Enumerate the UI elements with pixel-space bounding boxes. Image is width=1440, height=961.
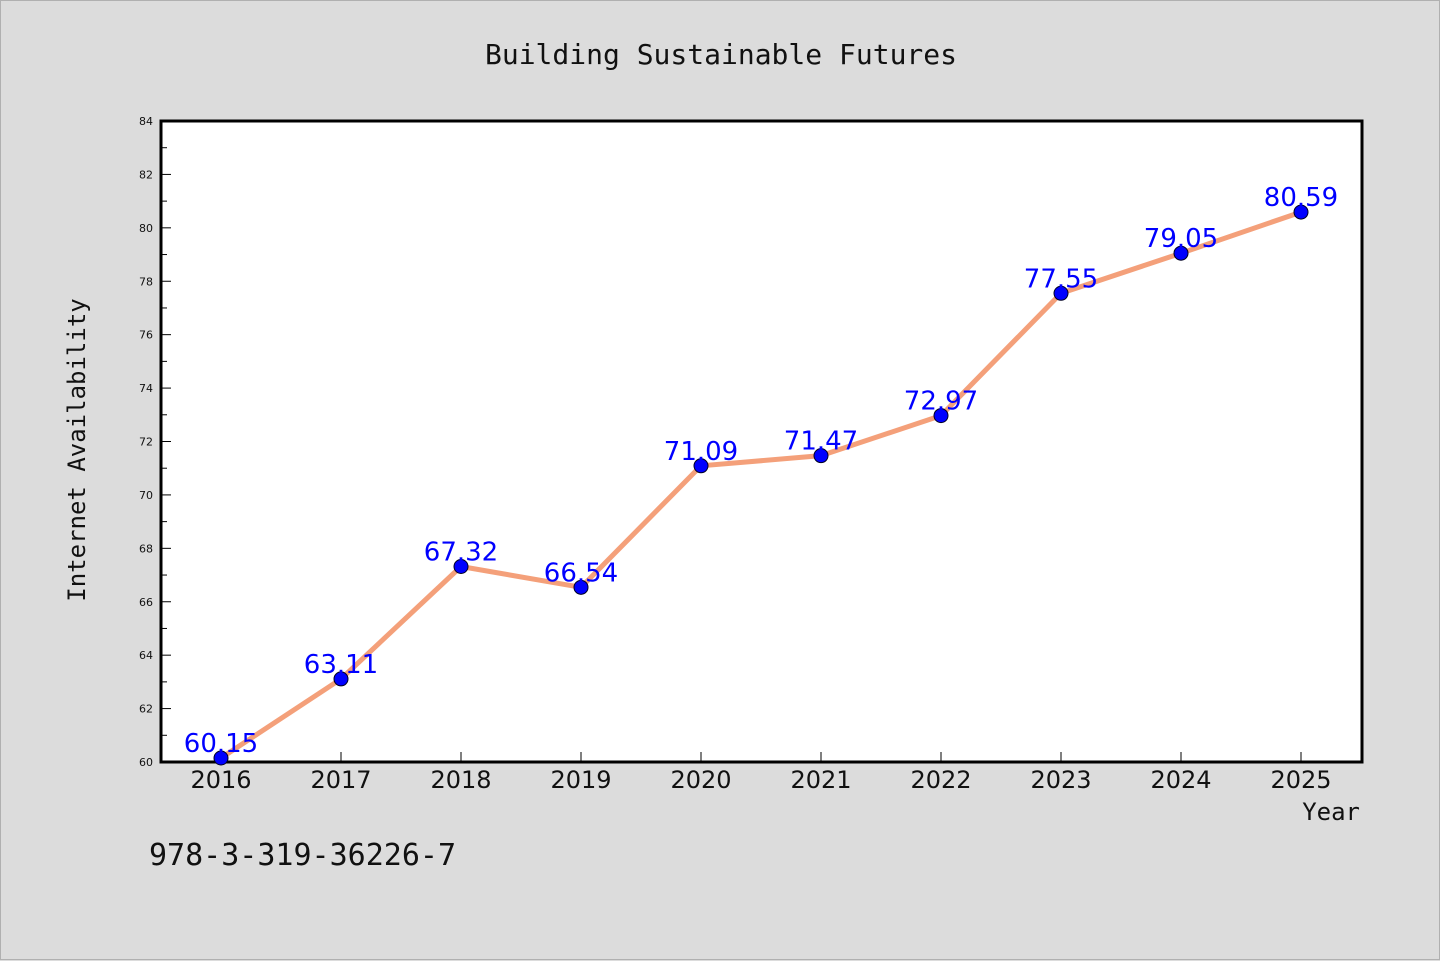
data-point [933,408,949,424]
y-axis-label: Internet Availability [63,298,91,601]
data-point [453,558,469,574]
x-tick-label: 2025 [1270,766,1331,794]
data-point [1053,285,1069,301]
data-label: 72.97 [904,387,978,417]
x-tick-label: 2024 [1150,766,1211,794]
data-label: 66.54 [544,558,618,588]
data-point [573,579,589,595]
x-tick-label: 2023 [1030,766,1091,794]
y-tick-label: 64 [139,649,153,662]
isbn-text: 978-3-319-36226-7 [149,838,456,873]
y-tick-label: 74 [139,382,153,395]
y-tick-label: 70 [139,489,153,502]
y-tick-label: 78 [139,275,153,288]
x-tick-label: 2021 [790,766,851,794]
data-label: 63.11 [304,650,378,680]
y-axis: 60 62 64 66 68 70 72 74 76 78 80 82 84 [139,115,171,769]
y-tick-label: 76 [139,329,153,342]
y-tick-label: 72 [139,436,153,449]
data-point [693,458,709,474]
data-label: 79.05 [1144,224,1218,254]
series-line [218,209,1304,761]
data-labels: 60.15 63.11 67.32 66.54 71.09 71.47 72.97 77.55… [184,183,1338,759]
data-label: 80.59 [1264,183,1338,213]
x-tick-label: 2020 [670,766,731,794]
data-label: 71.09 [664,437,738,467]
y-tick-label: 80 [139,222,153,235]
data-point [1173,245,1189,261]
x-axis-label: Year [1302,798,1360,826]
data-point [1293,204,1309,220]
x-tick-label: 2016 [190,766,251,794]
y-tick-label: 68 [139,542,153,555]
data-point [813,448,829,464]
data-point [333,671,349,687]
data-point [213,750,229,766]
x-axis: 2016 2017 2018 2019 2020 2021 2022 2023 2024 2025 [190,752,1332,794]
data-label: 77.55 [1024,264,1098,294]
y-tick-label: 62 [139,703,153,716]
y-tick-label: 66 [139,596,153,609]
x-tick-label: 2017 [310,766,371,794]
y-tick-label: 84 [139,115,153,128]
x-tick-label: 2019 [550,766,611,794]
data-label: 71.47 [784,427,858,457]
x-tick-label: 2018 [430,766,491,794]
chart-title: Building Sustainable Futures [485,38,957,71]
y-tick-label: 82 [139,168,153,181]
x-tick-label: 2022 [910,766,971,794]
plot-area [159,119,1364,764]
series-group [213,204,1309,766]
data-label: 60.15 [184,729,258,759]
y-tick-label: 60 [139,756,153,769]
data-label: 67.32 [424,537,498,567]
